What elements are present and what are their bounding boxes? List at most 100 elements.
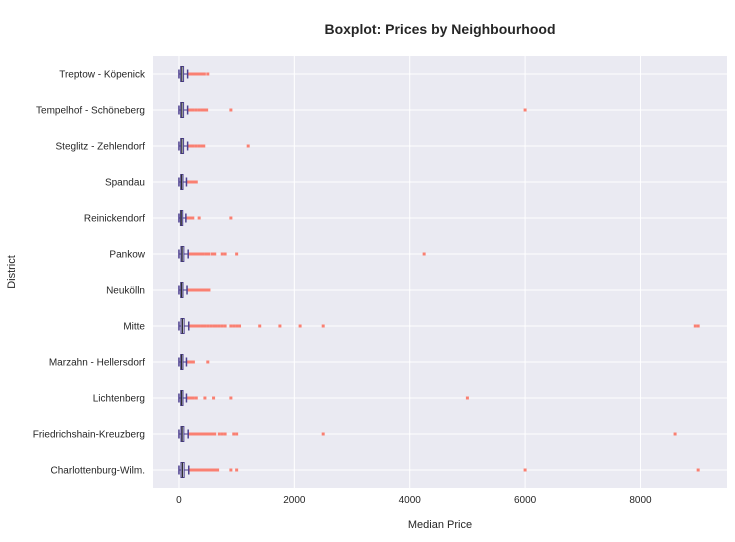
box-group [178, 390, 469, 406]
y-axis-label: District [6, 255, 18, 289]
outlier-point [206, 432, 210, 436]
outlier-point [189, 360, 193, 364]
outlier-point [278, 324, 282, 328]
outlier-point [190, 324, 194, 328]
outlier-point [235, 468, 239, 472]
y-tick-label: Treptow - Köpenick [59, 70, 146, 81]
outlier-point [232, 432, 236, 436]
outlier-point [190, 468, 194, 472]
outlier-point [188, 72, 192, 76]
x-tick-label: 6000 [514, 495, 537, 506]
outlier-point [197, 432, 201, 436]
outlier-point [194, 180, 198, 184]
outlier-point [186, 360, 190, 364]
outlier-point [200, 144, 204, 148]
outlier-point [246, 144, 250, 148]
box-group [178, 102, 527, 118]
outlier-point [201, 252, 205, 256]
outlier-point [205, 108, 209, 112]
outlier-point [193, 288, 197, 292]
outlier-point [202, 144, 206, 148]
x-tick-label: 2000 [283, 495, 306, 506]
outlier-point [192, 252, 196, 256]
outlier-point [220, 252, 224, 256]
outlier-point [197, 144, 201, 148]
outlier-point [185, 216, 189, 220]
outlier-point [197, 324, 201, 328]
outlier-point [229, 108, 233, 112]
outlier-point [203, 108, 207, 112]
box-group [178, 282, 211, 298]
outlier-point [229, 396, 233, 400]
outlier-point [195, 288, 199, 292]
outlier-point [201, 432, 205, 436]
outlier-point [198, 72, 202, 76]
box-group [178, 66, 210, 82]
outlier-point [209, 324, 213, 328]
outlier-point [187, 360, 191, 364]
outlier-point [188, 324, 192, 328]
x-axis-label: Median Price [408, 519, 472, 531]
outlier-point [197, 468, 201, 472]
outlier-point [198, 288, 202, 292]
outlier-point [235, 432, 239, 436]
outlier-point [192, 432, 196, 436]
outlier-point [186, 180, 190, 184]
outlier-point [192, 180, 196, 184]
outlier-point [212, 324, 216, 328]
outlier-point [194, 396, 198, 400]
outlier-point [223, 252, 227, 256]
outlier-point [191, 360, 195, 364]
outlier-point [203, 432, 207, 436]
outlier-point [213, 252, 217, 256]
outlier-point [188, 468, 192, 472]
outlier-point [206, 468, 210, 472]
outlier-point [211, 468, 215, 472]
x-tick-label: 8000 [629, 495, 652, 506]
y-tick-label: Mitte [123, 322, 145, 333]
box-group [178, 246, 426, 262]
outlier-point [188, 144, 192, 148]
x-tick-label: 4000 [399, 495, 422, 506]
outlier-point [200, 288, 204, 292]
outlier-point [193, 468, 197, 472]
outlier-point [321, 324, 325, 328]
outlier-point [193, 72, 197, 76]
outlier-point [321, 432, 325, 436]
outlier-point [187, 216, 191, 220]
outlier-point [200, 108, 204, 112]
outlier-point [209, 468, 213, 472]
outlier-point [186, 396, 190, 400]
outlier-point [197, 252, 201, 256]
x-tick-label: 0 [176, 495, 182, 506]
outlier-point [214, 324, 218, 328]
outlier-point [195, 468, 199, 472]
outlier-point [465, 396, 469, 400]
outlier-point [194, 144, 198, 148]
outlier-point [190, 252, 194, 256]
outlier-point [213, 432, 217, 436]
outlier-point [696, 324, 700, 328]
box-group [178, 138, 250, 154]
chart-title: Boxplot: Prices by Neighbourhood [324, 21, 555, 37]
outlier-point [193, 324, 197, 328]
y-tick-label: Lichtenberg [93, 394, 145, 405]
outlier-point [191, 108, 195, 112]
plot-background [153, 56, 727, 488]
outlier-point [523, 468, 527, 472]
outlier-point [203, 324, 207, 328]
outlier-point [202, 288, 206, 292]
outlier-point [199, 468, 203, 472]
outlier-point [188, 108, 192, 112]
box-group [178, 174, 198, 190]
outlier-point [229, 216, 233, 220]
box-group [178, 426, 677, 442]
outlier-point [194, 108, 198, 112]
outlier-point [523, 108, 527, 112]
outlier-point [187, 252, 191, 256]
y-tick-label: Neukölln [106, 286, 145, 297]
outlier-point [298, 324, 302, 328]
outlier-point [197, 108, 201, 112]
outlier-point [187, 396, 191, 400]
